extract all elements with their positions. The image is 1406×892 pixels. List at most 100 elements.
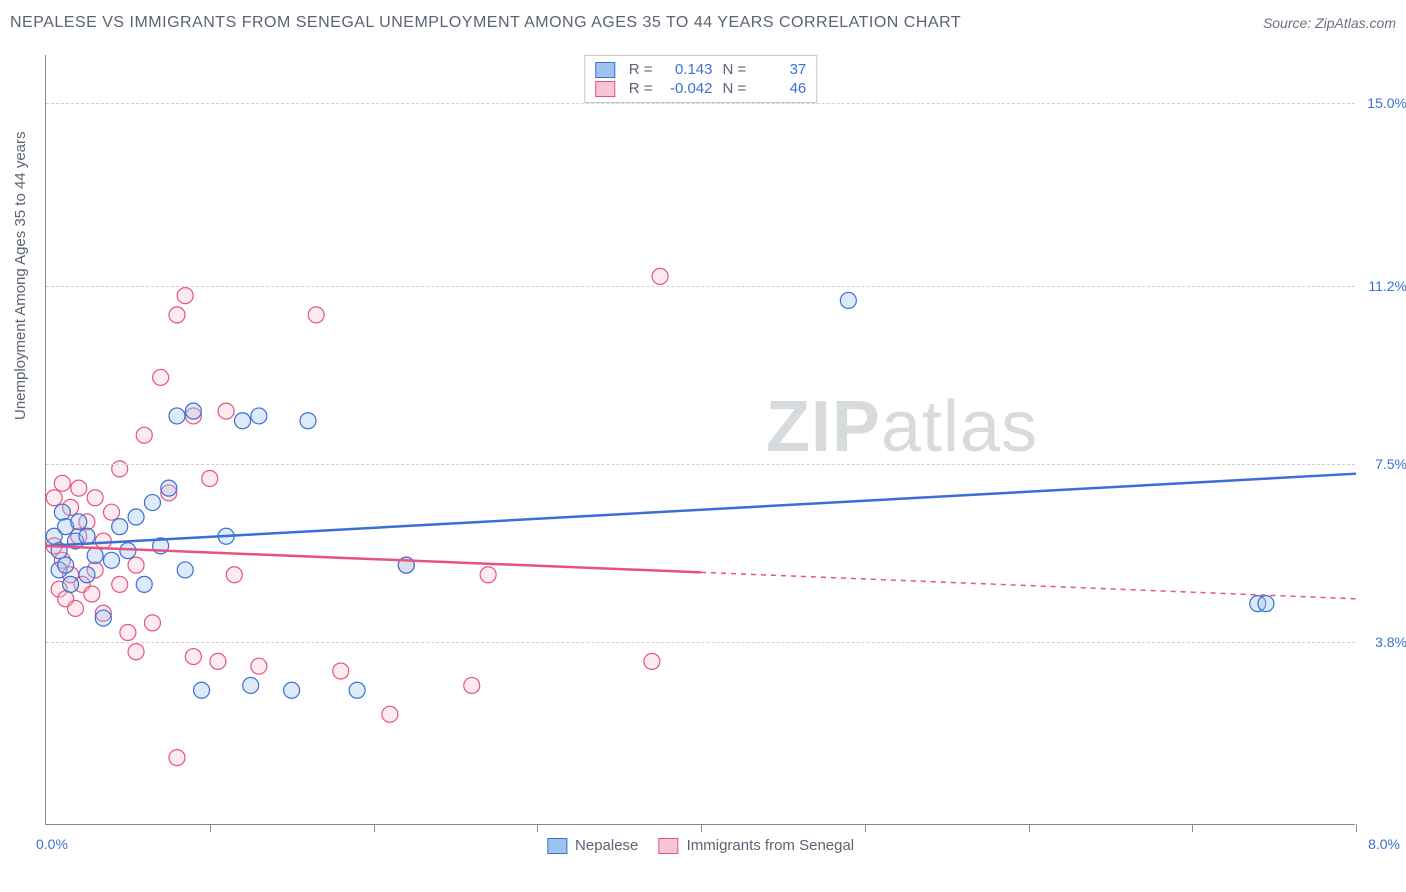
data-point (104, 552, 120, 568)
data-point (169, 750, 185, 766)
data-point (128, 644, 144, 660)
data-point (177, 562, 193, 578)
n-label: N = (723, 61, 747, 78)
data-point (112, 519, 128, 535)
data-point (136, 427, 152, 443)
x-tick (374, 824, 375, 832)
correlation-legend: R = 0.143 N = 37 R = -0.042 N = 46 (584, 55, 818, 103)
data-point (308, 307, 324, 323)
data-point (177, 288, 193, 304)
data-point (300, 413, 316, 429)
data-point (652, 268, 668, 284)
data-point (120, 625, 136, 641)
data-point (136, 576, 152, 592)
data-point (54, 504, 70, 520)
legend-row-senegal: R = -0.042 N = 46 (595, 79, 807, 98)
swatch-nepalese (595, 62, 615, 78)
grid-line (46, 286, 1355, 287)
grid-line (46, 103, 1355, 104)
data-point (95, 610, 111, 626)
data-point (104, 504, 120, 520)
legend-item-senegal: Immigrants from Senegal (658, 837, 854, 854)
data-point (185, 649, 201, 665)
regression-line (46, 474, 1356, 546)
data-point (87, 490, 103, 506)
data-point (644, 653, 660, 669)
data-point (71, 480, 87, 496)
n-label: N = (723, 80, 747, 97)
data-point (251, 658, 267, 674)
data-point (144, 615, 160, 631)
data-point (71, 514, 87, 530)
r-label: R = (629, 61, 653, 78)
data-point (169, 307, 185, 323)
data-point (333, 663, 349, 679)
data-point (382, 706, 398, 722)
x-tick (537, 824, 538, 832)
plot-area: ZIPatlas R = 0.143 N = 37 R = -0.042 N =… (45, 55, 1355, 825)
y-axis-label: Unemployment Among Ages 35 to 44 years (12, 131, 29, 420)
legend-row-nepalese: R = 0.143 N = 37 (595, 60, 807, 79)
x-tick (1029, 824, 1030, 832)
series-legend: Nepalese Immigrants from Senegal (547, 837, 854, 854)
data-point (251, 408, 267, 424)
data-point (218, 403, 234, 419)
data-point (840, 292, 856, 308)
data-point (63, 576, 79, 592)
y-tick-label: 3.8% (1375, 634, 1406, 650)
swatch-senegal (658, 838, 678, 854)
data-point (95, 533, 111, 549)
data-point (46, 490, 62, 506)
y-tick-label: 11.2% (1368, 278, 1406, 294)
r-value: -0.042 (663, 80, 713, 97)
series-name: Immigrants from Senegal (687, 837, 855, 854)
data-point (194, 682, 210, 698)
chart-title: NEPALESE VS IMMIGRANTS FROM SENEGAL UNEM… (10, 14, 961, 32)
x-tick (210, 824, 211, 832)
data-point (87, 548, 103, 564)
data-point (84, 586, 100, 602)
r-value: 0.143 (663, 61, 713, 78)
data-point (120, 543, 136, 559)
y-tick-label: 7.5% (1375, 456, 1406, 472)
data-point (235, 413, 251, 429)
data-point (480, 567, 496, 583)
data-point (464, 677, 480, 693)
swatch-senegal (595, 81, 615, 97)
x-tick (1192, 824, 1193, 832)
x-tick (1356, 824, 1357, 832)
data-point (202, 471, 218, 487)
x-min-label: 0.0% (36, 836, 68, 852)
data-point (226, 567, 242, 583)
data-point (284, 682, 300, 698)
swatch-nepalese (547, 838, 567, 854)
r-label: R = (629, 80, 653, 97)
data-point (79, 567, 95, 583)
n-value: 37 (756, 61, 806, 78)
data-point (1258, 596, 1274, 612)
data-point (153, 369, 169, 385)
x-tick (701, 824, 702, 832)
data-point (67, 600, 83, 616)
data-point (128, 557, 144, 573)
grid-line (46, 642, 1355, 643)
grid-line (46, 464, 1355, 465)
data-point (144, 495, 160, 511)
regression-line (46, 546, 701, 572)
series-name: Nepalese (575, 837, 638, 854)
legend-item-nepalese: Nepalese (547, 837, 639, 854)
scatter-svg (46, 55, 1355, 824)
data-point (58, 557, 74, 573)
n-value: 46 (756, 80, 806, 97)
data-point (349, 682, 365, 698)
data-point (112, 576, 128, 592)
data-point (243, 677, 259, 693)
x-max-label: 8.0% (1368, 836, 1400, 852)
source-label: Source: ZipAtlas.com (1263, 15, 1396, 31)
data-point (128, 509, 144, 525)
data-point (169, 408, 185, 424)
x-tick (865, 824, 866, 832)
data-point (161, 480, 177, 496)
data-point (210, 653, 226, 669)
y-tick-label: 15.0% (1367, 95, 1406, 111)
